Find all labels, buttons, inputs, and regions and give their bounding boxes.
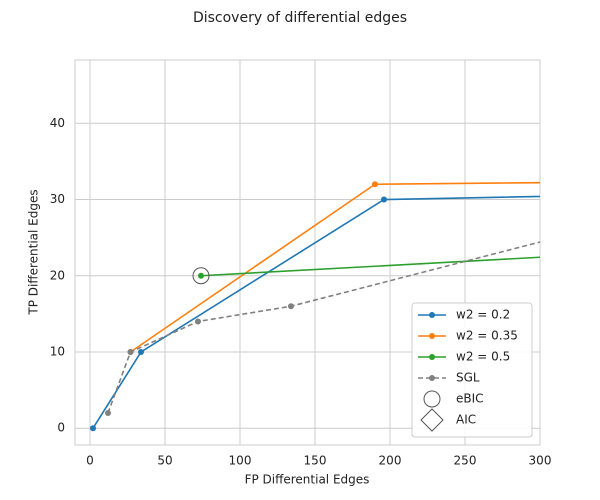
y-tick-label: 10 bbox=[50, 344, 65, 358]
legend-marker bbox=[420, 408, 444, 432]
y-tick-label: 20 bbox=[50, 268, 65, 282]
y-tick-label: 30 bbox=[50, 192, 65, 206]
point bbox=[381, 196, 387, 203]
point bbox=[90, 425, 96, 432]
x-tick-label: 150 bbox=[304, 454, 327, 468]
legend-label: eBIC bbox=[456, 392, 484, 406]
legend-label: w2 = 0.2 bbox=[456, 308, 510, 322]
point bbox=[372, 181, 378, 188]
legend-label: w2 = 0.35 bbox=[456, 329, 518, 343]
y-tick-label: 0 bbox=[57, 421, 65, 435]
legend-marker bbox=[429, 312, 435, 318]
plot-content bbox=[90, 181, 540, 432]
point bbox=[127, 348, 134, 355]
legend-marker bbox=[423, 390, 441, 408]
x-tick-label: 100 bbox=[229, 454, 252, 468]
legend-marker bbox=[429, 375, 435, 381]
series-line bbox=[200, 256, 540, 277]
plot-frame bbox=[74, 59, 541, 446]
x-tick-label: 50 bbox=[157, 454, 172, 468]
y-axis-label: TP Differential Edges bbox=[27, 189, 41, 315]
y-tick-label: 40 bbox=[50, 116, 65, 130]
point bbox=[138, 348, 144, 355]
point bbox=[105, 409, 111, 416]
chart-title: Discovery of differential edges bbox=[193, 10, 407, 26]
legend-marker bbox=[429, 333, 435, 339]
x-tick-label: 200 bbox=[379, 454, 402, 468]
x-axis-label: FP Differential Edges bbox=[245, 473, 370, 487]
legend-marker bbox=[429, 354, 435, 360]
legend-label: SGL bbox=[456, 371, 480, 385]
x-tick-label: 300 bbox=[529, 454, 552, 468]
point bbox=[198, 272, 204, 279]
x-tick-label: 0 bbox=[86, 454, 94, 468]
selection-marker bbox=[192, 267, 210, 285]
legend-label: AIC bbox=[456, 413, 476, 427]
point bbox=[195, 318, 201, 325]
legend-label: w2 = 0.5 bbox=[456, 350, 510, 364]
point bbox=[288, 303, 294, 310]
x-tick-label: 250 bbox=[454, 454, 477, 468]
